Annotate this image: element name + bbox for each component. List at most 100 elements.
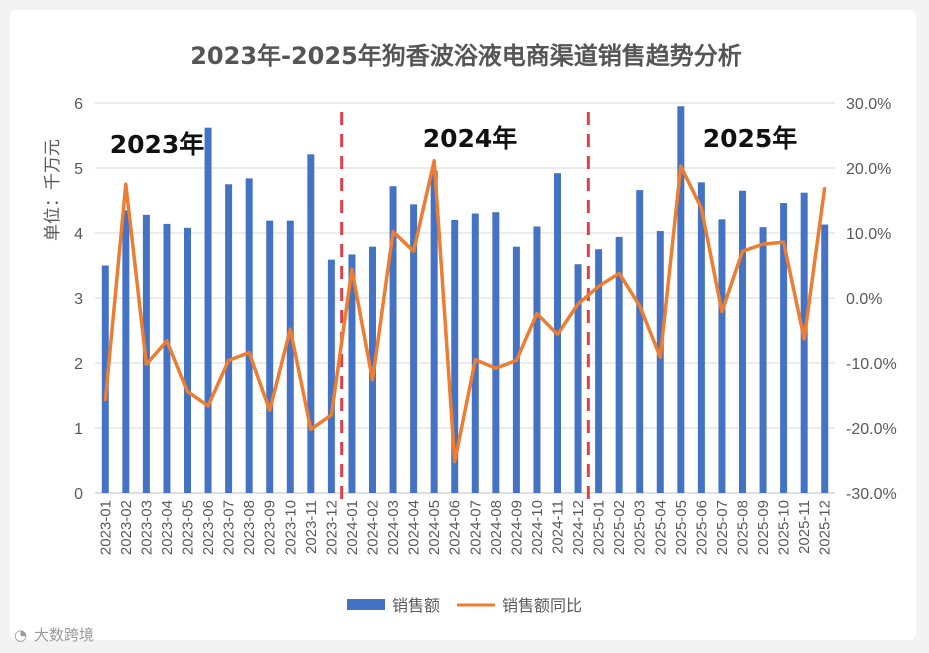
y-tick-label: 2	[74, 356, 83, 373]
x-tick-label: 2025-12	[817, 500, 834, 555]
bar	[471, 213, 479, 493]
y2-tick-label: 30.0%	[846, 96, 891, 113]
y2-tick-label: 20.0%	[846, 161, 891, 178]
bar	[204, 127, 212, 493]
x-tick-label: 2024-02	[365, 500, 382, 555]
x-tick-label: 2025-05	[673, 500, 690, 555]
line-point	[371, 379, 374, 381]
line-point	[186, 390, 189, 393]
y-tick-label: 3	[74, 291, 83, 308]
x-tick-label: 2023-04	[159, 500, 176, 555]
bar	[307, 154, 315, 493]
x-tick-label: 2024-08	[488, 500, 505, 555]
x-tick-label: 2024-11	[550, 500, 567, 554]
bar	[492, 212, 500, 493]
x-tick-label: 2023-01	[97, 500, 114, 555]
bar	[677, 106, 685, 493]
line-point	[577, 303, 579, 305]
line-series	[103, 159, 827, 464]
line-point	[680, 165, 682, 167]
x-tick-label: 2025-03	[632, 500, 649, 555]
bar	[389, 186, 397, 493]
y2-tick-label: -30.0%	[846, 486, 897, 503]
y-tick-label: 0	[74, 486, 83, 503]
chart-title: 2023年-2025年狗香波浴液电商渠道销售趋势分析	[190, 42, 742, 70]
x-tick-label: 2024-04	[406, 500, 423, 555]
watermark-icon: ◔	[14, 626, 27, 644]
x-tick-label: 2025-08	[735, 500, 752, 555]
x-tick-label: 2025-04	[652, 500, 669, 555]
gridlines	[95, 102, 835, 494]
bar	[327, 259, 335, 493]
year-label: 2024年	[423, 124, 518, 153]
x-tick-label: 2024-01	[344, 500, 361, 555]
y-axis-label: 单位：千万元	[43, 139, 63, 241]
y2-tick-label: -20.0%	[846, 421, 897, 438]
x-tick-label: 2025-06	[693, 500, 710, 555]
line-point	[762, 243, 764, 245]
bar	[780, 203, 788, 493]
x-tick-label: 2023-10	[282, 500, 299, 555]
line-point	[453, 461, 456, 463]
line-point	[207, 405, 209, 407]
bar	[348, 254, 356, 493]
x-tick-label: 2024-06	[447, 500, 464, 555]
bar	[430, 170, 438, 493]
bar	[122, 210, 130, 493]
line-point	[536, 312, 538, 315]
y-tick-label: 4	[74, 226, 83, 243]
line-point	[289, 328, 292, 331]
bar	[718, 219, 726, 493]
watermark-text: 大数跨境	[34, 626, 94, 644]
x-tick-label: 2024-05	[426, 500, 443, 555]
bar	[225, 184, 233, 493]
line-point	[618, 272, 620, 275]
line-point	[351, 268, 353, 271]
year-label: 2025年	[703, 124, 798, 153]
y2-tick-label: 10.0%	[846, 226, 891, 243]
bar	[286, 220, 294, 493]
bar	[656, 231, 664, 494]
line-point	[741, 250, 744, 252]
x-tick-label: 2023-11	[303, 500, 320, 554]
bar	[101, 265, 109, 493]
legend-swatch-bar	[347, 599, 385, 610]
line-point	[638, 305, 641, 307]
x-tick-label: 2024-10	[529, 500, 546, 555]
bar	[574, 264, 582, 493]
x-axis-ticks: 2023-01 2023-02 2023-03 2023-04 2023-05 2023-…	[97, 500, 833, 555]
bar	[512, 246, 520, 493]
year-annotations: 2023年 2024年 2025年	[110, 124, 798, 159]
x-tick-label: 2024-09	[508, 500, 525, 555]
line-point	[515, 359, 518, 362]
line-point	[412, 250, 415, 252]
line-point	[104, 399, 107, 402]
y-tick-label: 1	[74, 421, 83, 438]
bar	[451, 220, 459, 493]
year-dividers	[340, 112, 590, 505]
y2-axis-ticks: -30.0% -20.0% -10.0% 0.0% 10.0% 20.0% 30.0%	[846, 96, 897, 503]
bar	[615, 236, 623, 493]
line-point	[268, 409, 271, 412]
bar	[245, 178, 253, 493]
line-point	[248, 351, 250, 354]
bar	[739, 190, 746, 493]
line-point	[474, 358, 477, 361]
legend: 销售额 销售额同比	[347, 596, 582, 615]
line-point	[433, 160, 435, 162]
x-tick-label: 2023-02	[118, 500, 135, 555]
y2-tick-label: 0.0%	[846, 291, 882, 308]
bar	[821, 224, 829, 494]
bar	[163, 223, 171, 493]
line-point	[556, 333, 559, 336]
y-axis-ticks: 0 1 2 3 4 5 6	[74, 96, 83, 503]
line-point	[721, 310, 723, 313]
x-tick-label: 2023-12	[323, 500, 340, 555]
x-tick-label: 2025-01	[591, 500, 608, 555]
line-point	[166, 340, 168, 342]
bar	[636, 190, 644, 493]
line-point	[597, 285, 600, 288]
line-point	[803, 338, 805, 340]
line-point	[310, 428, 312, 431]
